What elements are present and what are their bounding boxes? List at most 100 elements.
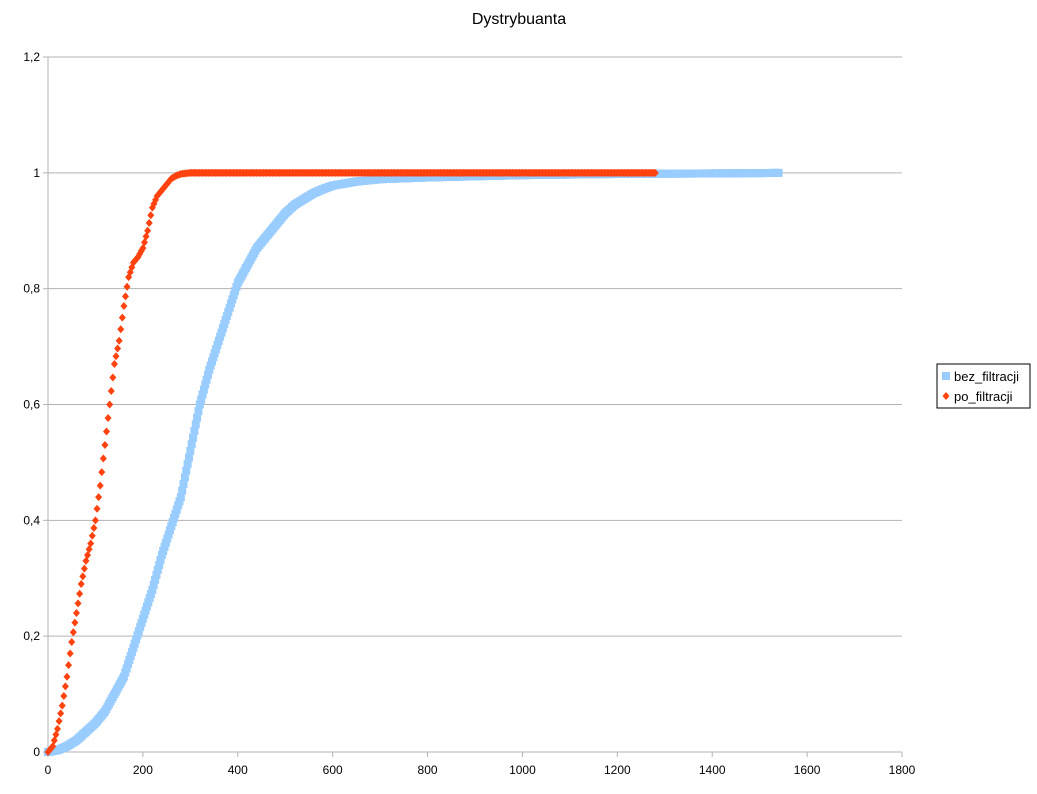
- data-point-po_filtracji: [651, 168, 659, 177]
- data-point-po_filtracji: [71, 618, 79, 627]
- data-point-bez_filtracji: [184, 453, 193, 462]
- data-point-po_filtracji: [101, 441, 109, 450]
- data-point-bez_filtracji: [119, 672, 128, 681]
- data-point-bez_filtracji: [217, 328, 226, 337]
- data-point-po_filtracji: [79, 572, 87, 581]
- data-point-bez_filtracji: [203, 370, 212, 379]
- data-point-bez_filtracji: [208, 357, 217, 366]
- data-point-bez_filtracji: [201, 380, 210, 389]
- y-tick-label: 0: [33, 745, 40, 759]
- x-tick-label: 1800: [889, 763, 916, 777]
- x-tick-label: 400: [228, 763, 248, 777]
- data-point-po_filtracji: [66, 649, 74, 658]
- x-tick-label: 1200: [604, 763, 631, 777]
- data-point-bez_filtracji: [213, 340, 222, 349]
- data-point-bez_filtracji: [199, 385, 208, 394]
- data-point-bez_filtracji: [157, 551, 166, 560]
- data-point-bez_filtracji: [170, 513, 179, 522]
- y-tick-label: 0,6: [23, 398, 40, 412]
- data-point-bez_filtracji: [134, 627, 143, 636]
- data-point-bez_filtracji: [198, 390, 207, 399]
- data-point-bez_filtracji: [132, 635, 141, 644]
- data-point-bez_filtracji: [138, 614, 147, 623]
- data-point-bez_filtracji: [214, 336, 223, 345]
- data-point-bez_filtracji: [227, 299, 235, 308]
- data-point-bez_filtracji: [174, 501, 183, 510]
- data-point-bez_filtracji: [187, 440, 196, 449]
- data-point-bez_filtracji: [172, 505, 181, 514]
- data-point-bez_filtracji: [161, 538, 170, 547]
- data-point-po_filtracji: [63, 672, 71, 681]
- data-point-bez_filtracji: [140, 610, 149, 619]
- data-point-bez_filtracji: [224, 307, 233, 316]
- data-point-po_filtracji: [115, 336, 123, 345]
- data-point-po_filtracji: [60, 692, 68, 701]
- data-point-bez_filtracji: [133, 631, 142, 640]
- data-point-bez_filtracji: [163, 534, 172, 543]
- data-point-po_filtracji: [110, 359, 118, 368]
- x-tick-label: 1400: [699, 763, 726, 777]
- data-point-bez_filtracji: [182, 466, 191, 475]
- data-point-bez_filtracji: [137, 618, 146, 627]
- data-point-po_filtracji: [120, 302, 128, 311]
- data-point-bez_filtracji: [216, 332, 225, 341]
- data-point-bez_filtracji: [126, 652, 135, 661]
- data-point-bez_filtracji: [152, 570, 161, 579]
- data-point-bez_filtracji: [209, 353, 218, 362]
- data-point-bez_filtracji: [197, 395, 206, 404]
- data-point-bez_filtracji: [164, 530, 173, 539]
- data-point-bez_filtracji: [191, 420, 200, 429]
- data-point-bez_filtracji: [229, 291, 238, 300]
- data-point-bez_filtracji: [136, 623, 145, 632]
- data-point-bez_filtracji: [128, 647, 137, 656]
- data-point-bez_filtracji: [153, 565, 162, 574]
- data-point-po_filtracji: [112, 352, 120, 361]
- data-point-po_filtracji: [104, 414, 112, 423]
- data-point-bez_filtracji: [125, 656, 134, 665]
- data-point-bez_filtracji: [168, 517, 177, 526]
- data-point-bez_filtracji: [225, 303, 234, 312]
- data-point-bez_filtracji: [183, 460, 192, 469]
- data-point-po_filtracji: [98, 468, 106, 477]
- data-point-po_filtracji: [121, 292, 129, 301]
- data-point-bez_filtracji: [142, 602, 151, 611]
- data-point-po_filtracji: [103, 427, 111, 436]
- x-tick-label: 0: [45, 763, 52, 777]
- data-point-bez_filtracji: [130, 639, 139, 648]
- data-point-bez_filtracji: [186, 446, 195, 455]
- series-po_filtracji: [44, 168, 659, 756]
- data-point-bez_filtracji: [231, 287, 240, 296]
- data-point-bez_filtracji: [129, 643, 138, 652]
- data-point-bez_filtracji: [155, 561, 164, 570]
- data-point-bez_filtracji: [206, 361, 215, 370]
- data-point-bez_filtracji: [205, 365, 214, 374]
- y-tick-label: 1: [33, 166, 40, 180]
- data-point-po_filtracji: [147, 211, 155, 220]
- data-point-po_filtracji: [107, 386, 115, 395]
- data-point-bez_filtracji: [159, 546, 168, 555]
- x-tick-label: 600: [323, 763, 343, 777]
- data-point-bez_filtracji: [141, 606, 150, 615]
- x-tick-label: 1000: [509, 763, 536, 777]
- data-point-bez_filtracji: [228, 295, 237, 304]
- data-point-bez_filtracji: [774, 168, 783, 177]
- data-point-bez_filtracji: [221, 316, 230, 325]
- data-point-bez_filtracji: [121, 668, 130, 677]
- data-point-bez_filtracji: [175, 497, 184, 506]
- data-point-po_filtracji: [88, 531, 96, 540]
- data-point-bez_filtracji: [195, 400, 204, 409]
- data-point-bez_filtracji: [123, 660, 132, 669]
- x-tick-label: 800: [418, 763, 438, 777]
- data-point-po_filtracji: [123, 282, 131, 291]
- data-point-po_filtracji: [145, 219, 153, 228]
- y-tick-label: 1,2: [23, 50, 40, 64]
- data-point-bez_filtracji: [210, 349, 219, 358]
- data-point-bez_filtracji: [179, 479, 188, 488]
- chart-title: Dystrybuanta: [472, 11, 566, 28]
- x-tick-label: 1600: [794, 763, 821, 777]
- data-point-po_filtracji: [144, 226, 152, 235]
- data-point-po_filtracji: [117, 325, 125, 334]
- y-tick-label: 0,2: [23, 629, 40, 643]
